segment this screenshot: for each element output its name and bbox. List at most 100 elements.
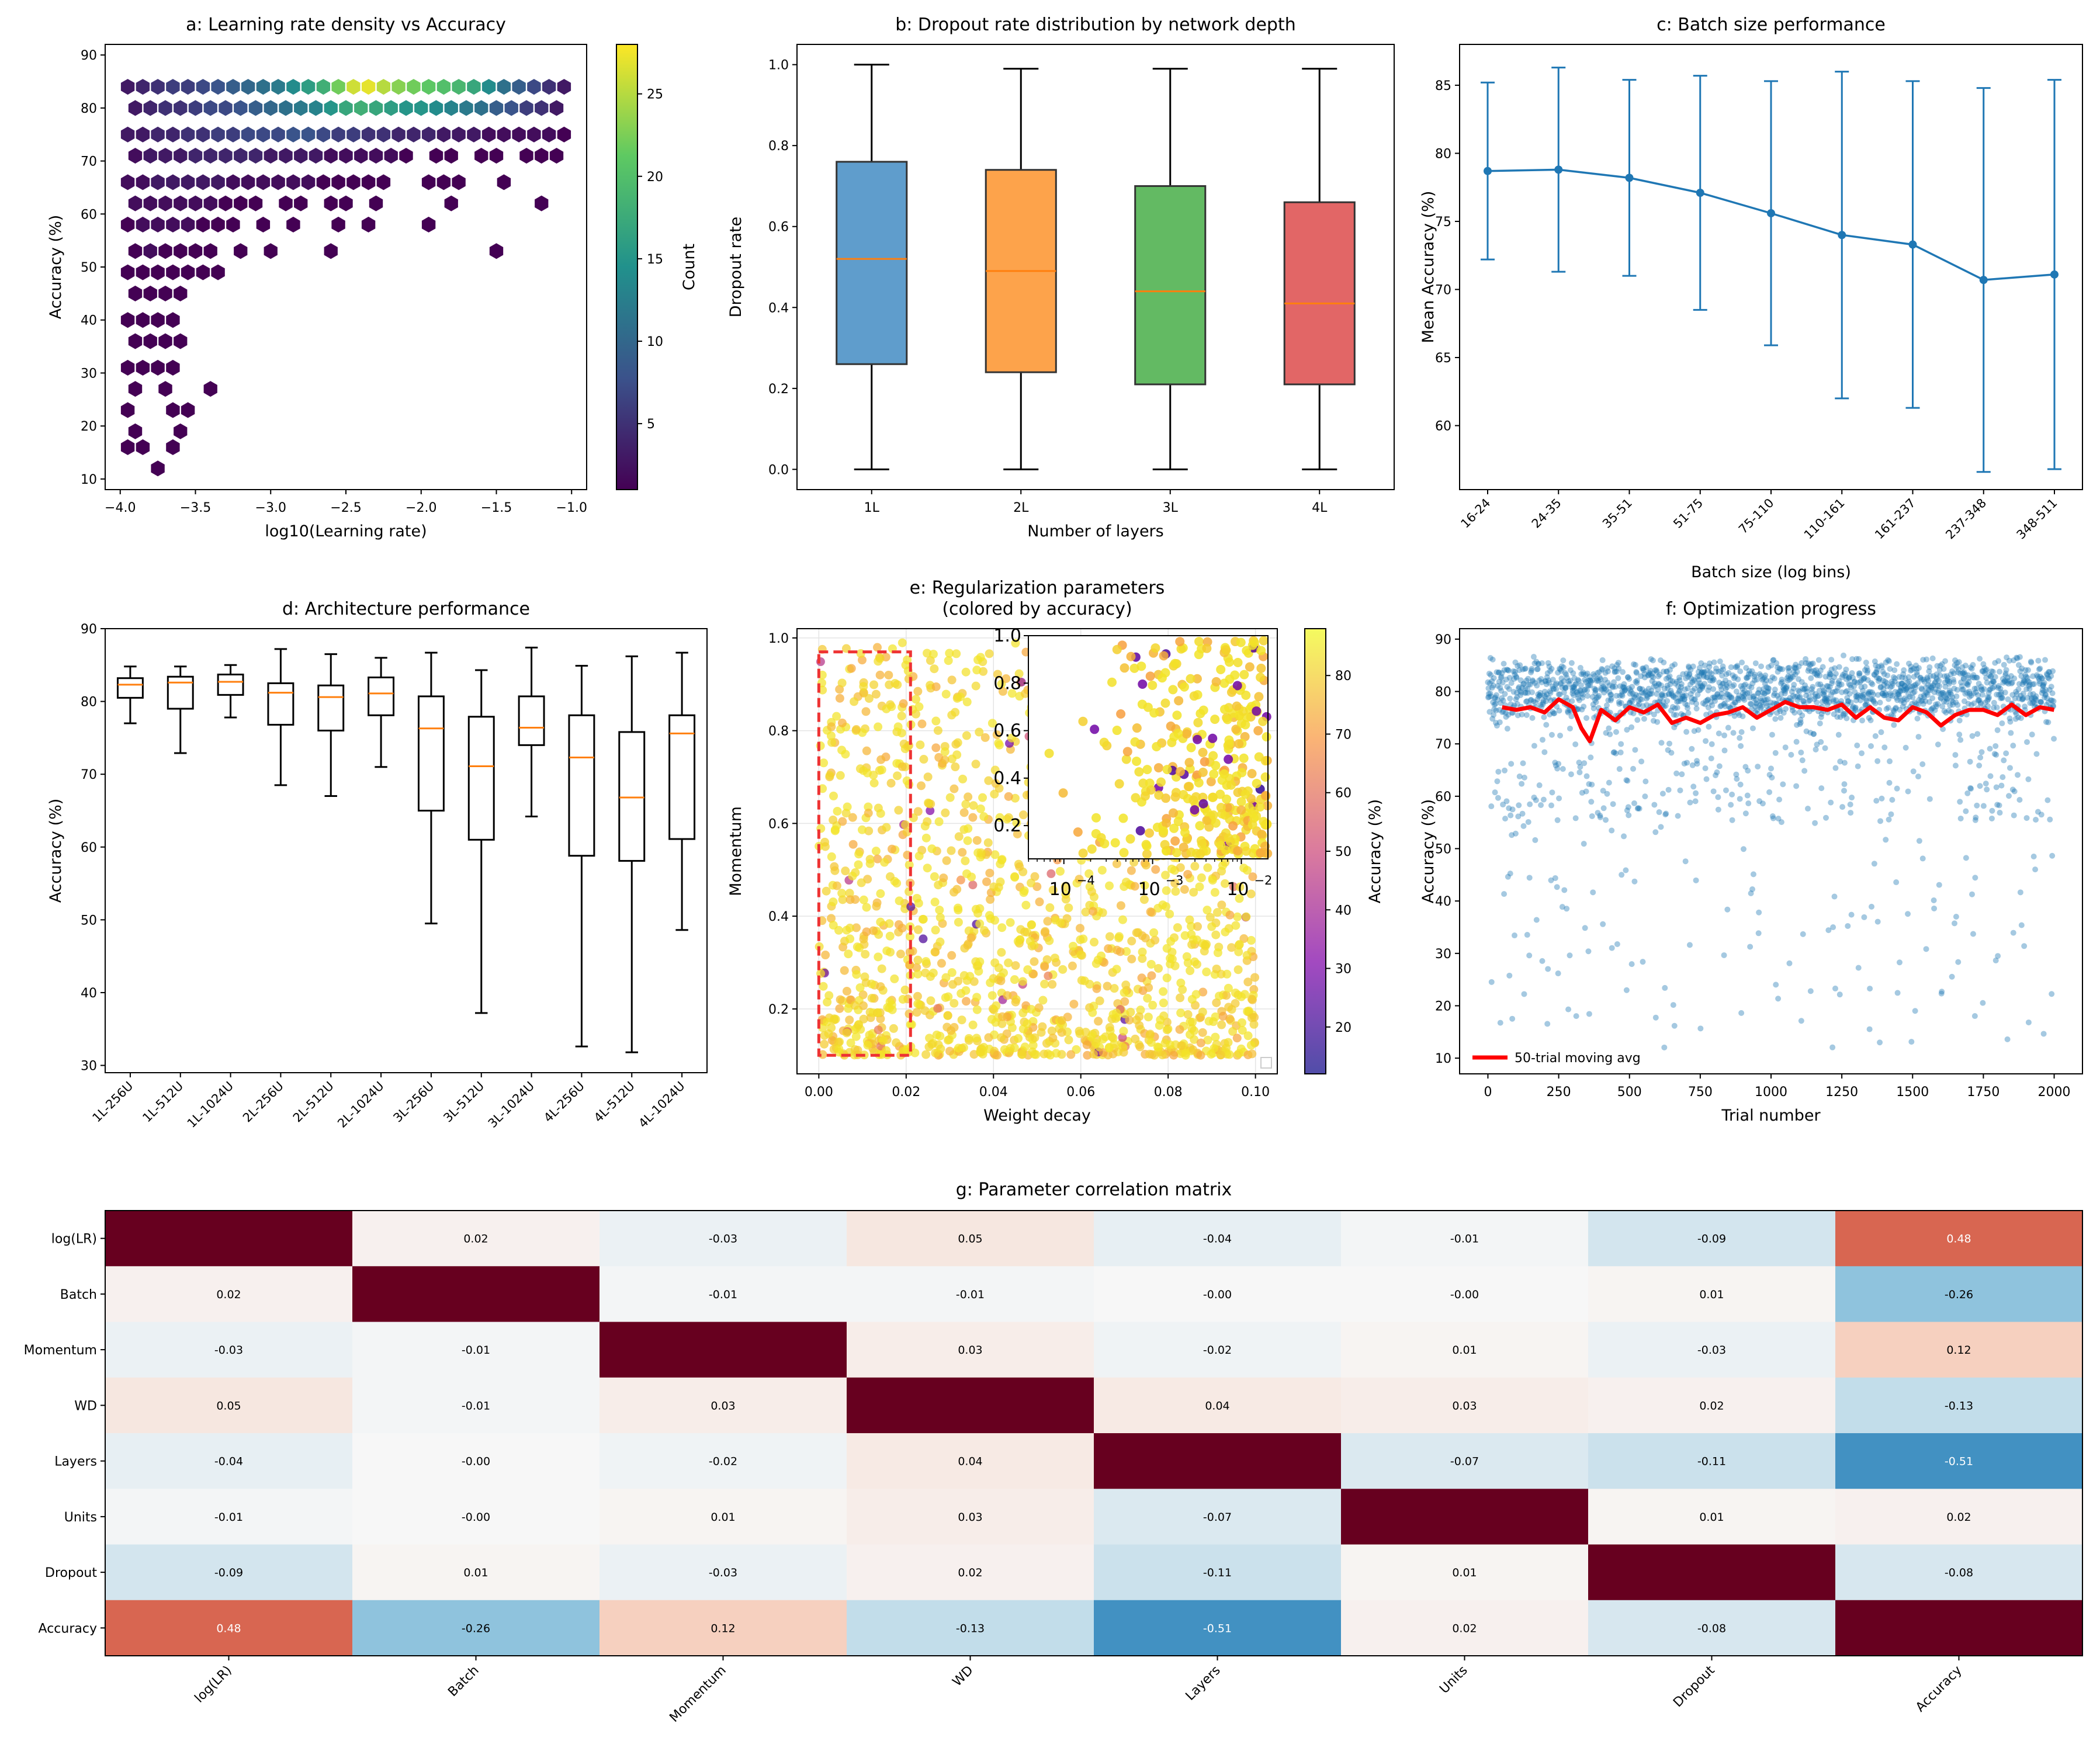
x-tick-label: WD: [950, 1663, 976, 1690]
trial-point: [1504, 684, 1510, 690]
trial-point: [1652, 1014, 1659, 1021]
trial-point: [1520, 823, 1527, 829]
trial-point: [1619, 872, 1625, 878]
scatter-point: [972, 993, 982, 1002]
scatter-point: [899, 699, 908, 708]
x-tick-label: Momentum: [667, 1663, 729, 1725]
scatter-point: [1212, 908, 1222, 917]
trial-point: [1836, 991, 1843, 998]
trial-point: [1485, 691, 1492, 697]
trial-point: [1845, 923, 1851, 929]
trial-point: [2025, 1019, 2032, 1025]
scatter-point: [968, 813, 978, 822]
trial-point: [1524, 932, 1530, 938]
inset-point: [1193, 734, 1203, 744]
scatter-point: [1057, 1016, 1066, 1025]
trial-point: [1564, 675, 1570, 681]
scatter-point: [1228, 1027, 1238, 1036]
scatter-point: [1203, 906, 1212, 915]
trial-point: [1549, 683, 1555, 689]
y-tick-label: 50: [1435, 842, 1451, 857]
trial-point: [1585, 948, 1592, 955]
trial-point: [1648, 691, 1655, 697]
scatter-point: [895, 896, 904, 906]
trial-point: [2001, 757, 2007, 764]
scatter-point: [992, 730, 1002, 740]
inset-point: [1145, 778, 1155, 788]
trial-point: [1485, 679, 1491, 685]
heatmap-cell-label: 0.05: [958, 1233, 982, 1246]
trial-point: [1963, 808, 1969, 814]
trial-point: [1995, 658, 2002, 664]
inset-point: [1208, 751, 1218, 761]
trial-point: [1716, 763, 1723, 769]
scatter-point: [949, 784, 959, 793]
heatmap-cell-label: -0.09: [1697, 1233, 1726, 1246]
trial-point: [1524, 698, 1530, 705]
scatter-point: [1234, 947, 1243, 956]
trial-point: [1589, 677, 1596, 684]
trial-point: [1687, 799, 1693, 806]
hexbin-cell: [151, 126, 165, 143]
trial-point: [1953, 913, 1959, 920]
hexbin-cell: [166, 264, 180, 280]
inset-point: [1162, 818, 1172, 828]
hexbin-cell: [136, 439, 150, 455]
trial-point: [1489, 716, 1496, 722]
scatter-point: [912, 695, 921, 704]
trial-point: [2048, 684, 2054, 690]
inset-point: [1198, 767, 1208, 777]
trial-point: [1999, 695, 2005, 701]
scatter-point: [905, 948, 914, 957]
trial-point: [1822, 745, 1828, 751]
trial-point: [1569, 698, 1575, 705]
trial-point: [1571, 685, 1578, 692]
trial-point: [1561, 689, 1567, 696]
scatter-point: [1014, 669, 1024, 678]
scatter-point: [1007, 689, 1017, 698]
scatter-point: [975, 919, 985, 928]
scatter-point: [934, 753, 944, 762]
scatter-point: [1030, 1033, 1039, 1042]
trial-point: [1929, 655, 1936, 661]
trial-point: [1516, 802, 1522, 809]
scatter-point: [1175, 1025, 1184, 1034]
scatter-point: [842, 1028, 851, 1038]
scatter-point: [1120, 988, 1129, 997]
scatter-point: [1091, 1039, 1101, 1048]
trial-point: [1555, 970, 1561, 977]
trial-point: [1505, 667, 1512, 674]
inset-point: [1149, 708, 1159, 718]
hexbin-cell: [136, 312, 150, 328]
scatter-point: [1247, 994, 1256, 1004]
scatter-point: [885, 919, 894, 928]
trial-point: [1798, 749, 1804, 755]
x-axis-label: Trial number: [1721, 1107, 1821, 1125]
scatter-point: [820, 837, 830, 847]
hexbin-cell: [166, 439, 180, 455]
scatter-point: [954, 917, 963, 927]
trial-point: [1523, 698, 1529, 705]
scatter-point: [1056, 918, 1065, 927]
scatter-point: [1085, 882, 1094, 892]
inset-point: [1184, 758, 1194, 768]
scatter-point: [1159, 987, 1168, 996]
scatter-point: [1234, 1049, 1243, 1058]
trial-point: [1507, 695, 1513, 702]
scatter-point: [941, 973, 951, 982]
trial-point: [1536, 694, 1542, 700]
trial-point: [1652, 829, 1659, 835]
trial-point: [1808, 675, 1814, 681]
trial-point: [1628, 961, 1635, 968]
trial-point: [1488, 979, 1495, 985]
trial-point: [1768, 662, 1775, 668]
scatter-point: [1110, 984, 1119, 993]
trial-point: [1914, 715, 1921, 722]
heatmap-cell-label: -0.00: [462, 1455, 490, 1468]
trial-point: [2033, 751, 2040, 757]
hexbin-cell: [181, 264, 195, 280]
trial-point: [1553, 762, 1559, 769]
trial-point: [1547, 690, 1554, 696]
trial-point: [1496, 707, 1503, 713]
trial-point: [1585, 682, 1592, 689]
